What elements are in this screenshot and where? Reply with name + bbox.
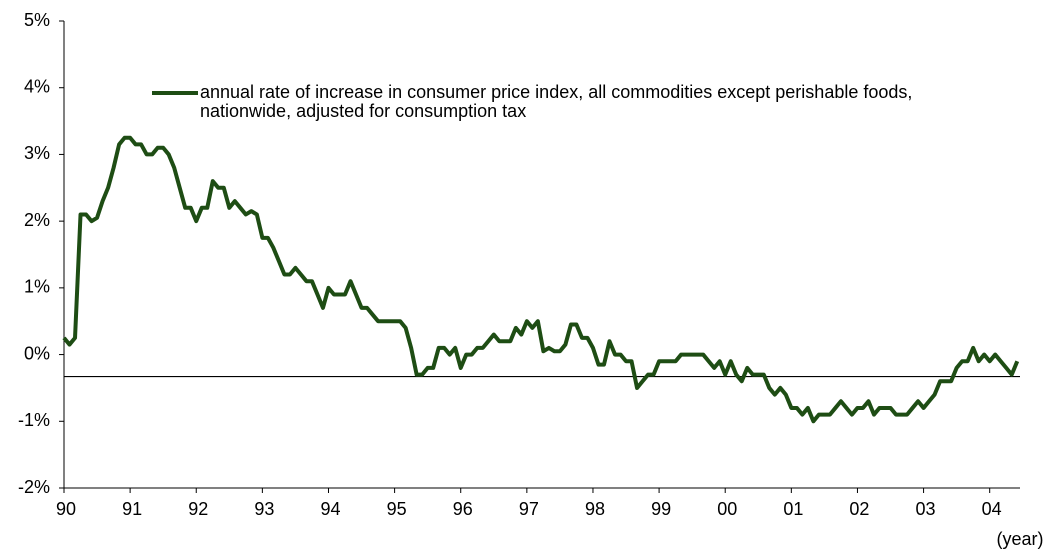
y-tick-label: -2% bbox=[18, 477, 50, 497]
x-tick-label: 99 bbox=[651, 499, 671, 519]
x-tick-label: 96 bbox=[453, 499, 473, 519]
y-tick-label: 0% bbox=[24, 343, 50, 363]
x-tick-label: 95 bbox=[387, 499, 407, 519]
y-tick-label: 4% bbox=[24, 76, 50, 96]
x-axis-label: (year) bbox=[996, 529, 1043, 549]
x-tick-label: 92 bbox=[188, 499, 208, 519]
x-tick-label: 91 bbox=[122, 499, 142, 519]
x-tick-label: 00 bbox=[717, 499, 737, 519]
x-tick-label: 93 bbox=[254, 499, 274, 519]
x-tick-label: 90 bbox=[56, 499, 76, 519]
x-tick-label: 97 bbox=[519, 499, 539, 519]
x-tick-label: 94 bbox=[320, 499, 340, 519]
y-tick-label: 1% bbox=[24, 277, 50, 297]
x-tick-label: 04 bbox=[982, 499, 1002, 519]
legend-label: annual rate of increase in consumer pric… bbox=[200, 82, 913, 121]
data-line bbox=[62, 135, 1020, 424]
y-tick-label: 2% bbox=[24, 210, 50, 230]
x-tick-label: 03 bbox=[916, 499, 936, 519]
x-tick-label: 98 bbox=[585, 499, 605, 519]
y-tick-label: 3% bbox=[24, 143, 50, 163]
x-tick-label: 02 bbox=[849, 499, 869, 519]
y-tick-label: -1% bbox=[18, 410, 50, 430]
x-tick-label: 01 bbox=[783, 499, 803, 519]
y-tick-label: 5% bbox=[24, 10, 50, 30]
